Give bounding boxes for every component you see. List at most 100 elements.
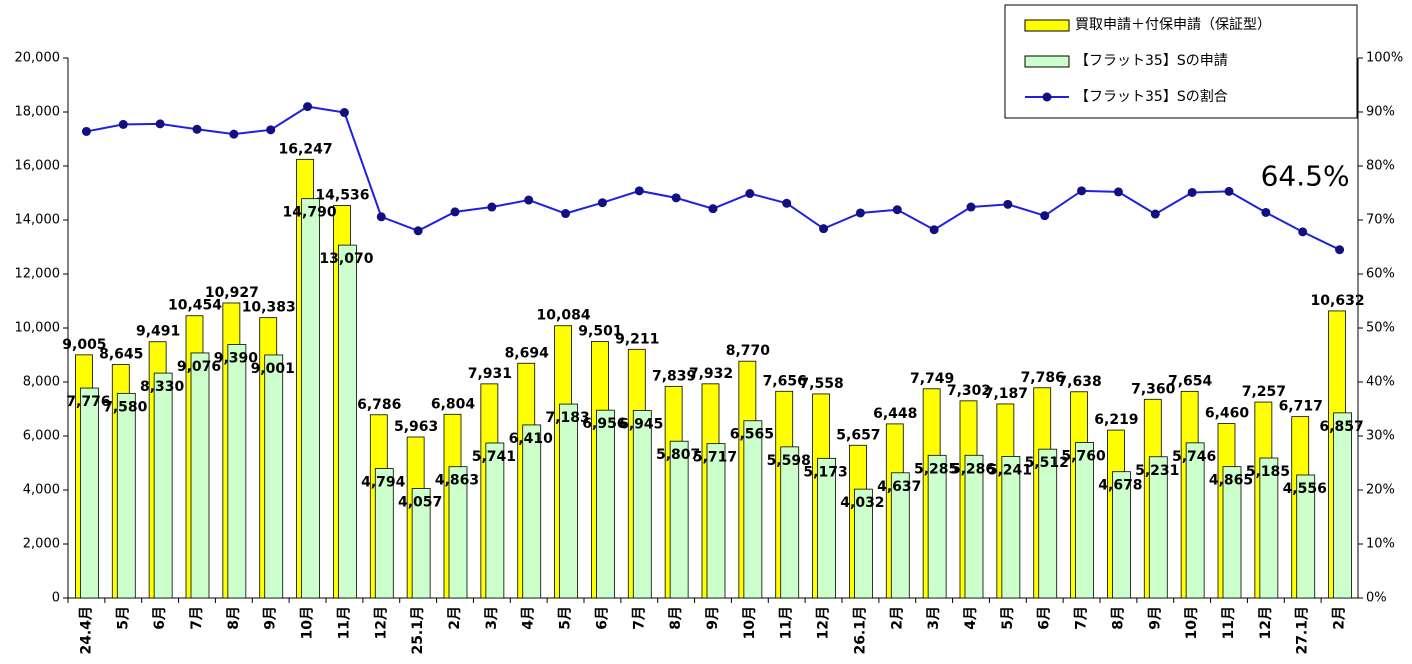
line-point [561, 209, 571, 219]
x-tick-label: 26.1月 [852, 606, 868, 655]
bar [817, 457, 836, 599]
line-point [1335, 245, 1345, 255]
x-tick-label: 10月 [1184, 606, 1200, 639]
data-label: 10,454 [168, 298, 222, 314]
data-label: 5,231 [1135, 463, 1179, 479]
y2-tick-label: 30% [1366, 429, 1395, 444]
line-point [229, 129, 239, 139]
data-label: 7,654 [1168, 373, 1213, 389]
x-tick-label: 5月 [115, 606, 131, 630]
line-point [192, 124, 202, 134]
x-tick-label: 3月 [484, 606, 500, 630]
x-tick-label: 10月 [742, 606, 758, 639]
data-label: 14,790 [283, 205, 337, 221]
y-tick-label: 8,000 [23, 375, 60, 390]
y2-tick-label: 100% [1366, 51, 1403, 66]
data-label: 6,857 [1319, 419, 1363, 435]
x-tick-label: 11月 [1221, 606, 1237, 639]
data-label: 7,749 [910, 371, 954, 387]
x-tick-label: 8月 [1110, 606, 1126, 630]
data-label: 7,776 [66, 394, 110, 410]
bar [1185, 442, 1205, 599]
y2-tick-label: 90% [1366, 105, 1395, 120]
line-point [81, 126, 91, 136]
data-label: 6,786 [357, 397, 401, 413]
x-tick-label: 7月 [1074, 606, 1090, 630]
bar [411, 488, 431, 599]
line-point [339, 108, 349, 118]
x-tick-label: 9月 [1147, 606, 1163, 630]
bar [1148, 456, 1168, 599]
data-label: 5,741 [472, 449, 516, 465]
data-label: 13,070 [319, 251, 373, 267]
bar [964, 454, 984, 599]
data-label: 8,694 [505, 345, 550, 361]
bar [1038, 448, 1058, 599]
line-point [855, 208, 865, 218]
line-point [1298, 227, 1308, 237]
line-point [819, 224, 829, 234]
line-point [413, 226, 423, 236]
y2-tick-label: 50% [1366, 321, 1395, 336]
line-point [450, 207, 460, 217]
x-tick-label: 8月 [668, 606, 684, 630]
legend-label: 買取申請＋付保申請（保証型） [1075, 17, 1271, 33]
bar [780, 446, 800, 599]
data-label: 10,927 [205, 285, 259, 301]
bar [301, 198, 320, 599]
bar [1296, 474, 1316, 599]
data-label: 5,746 [1172, 449, 1216, 465]
data-label: 8,770 [726, 343, 771, 359]
x-tick-label: 12月 [1258, 606, 1274, 639]
y-tick-label: 2,000 [23, 537, 60, 552]
data-label: 6,565 [730, 427, 774, 443]
line-point [782, 198, 792, 208]
data-label: 5,512 [1025, 455, 1069, 471]
data-label: 16,247 [279, 141, 333, 157]
data-label: 8,645 [99, 347, 143, 363]
x-tick-label: 5月 [558, 606, 574, 630]
line-point [1003, 199, 1013, 209]
bar [1112, 471, 1131, 599]
data-label: 4,057 [398, 494, 442, 510]
data-label: 9,005 [62, 337, 106, 353]
line-point [303, 102, 313, 112]
x-tick-label: 4月 [963, 606, 979, 630]
line-point [1040, 211, 1050, 221]
x-tick-label: 2月 [1332, 606, 1348, 630]
bar [485, 442, 505, 599]
bar [559, 403, 578, 599]
bar [227, 344, 247, 599]
line-point [634, 186, 644, 196]
data-label: 7,360 [1131, 381, 1176, 397]
y-tick-label: 16,000 [15, 159, 61, 174]
data-label: 6,945 [619, 416, 663, 432]
bar [448, 466, 468, 599]
y-tick-label: 6,000 [23, 429, 60, 444]
bar [1259, 457, 1279, 599]
line-point [671, 193, 681, 203]
x-tick-label: 8月 [226, 606, 242, 630]
line-point [266, 125, 276, 135]
y-tick-label: 4,000 [23, 483, 60, 498]
line-point [1224, 186, 1234, 196]
y-tick-label: 12,000 [15, 267, 61, 282]
data-label: 6,460 [1205, 406, 1250, 422]
bar [338, 244, 357, 599]
bar [80, 387, 99, 599]
y2-tick-label: 0% [1366, 591, 1387, 606]
bar [890, 472, 910, 599]
data-label: 7,580 [103, 399, 148, 415]
bar [522, 424, 542, 599]
x-tick-label: 6月 [594, 606, 610, 630]
y2-tick-label: 70% [1366, 213, 1395, 228]
data-label: 4,794 [361, 475, 406, 491]
data-label: 4,637 [877, 479, 921, 495]
x-tick-label: 12月 [816, 606, 832, 639]
line-point [745, 189, 755, 199]
line-point [1261, 207, 1271, 217]
data-label: 5,185 [1246, 464, 1290, 480]
bar [264, 354, 284, 599]
